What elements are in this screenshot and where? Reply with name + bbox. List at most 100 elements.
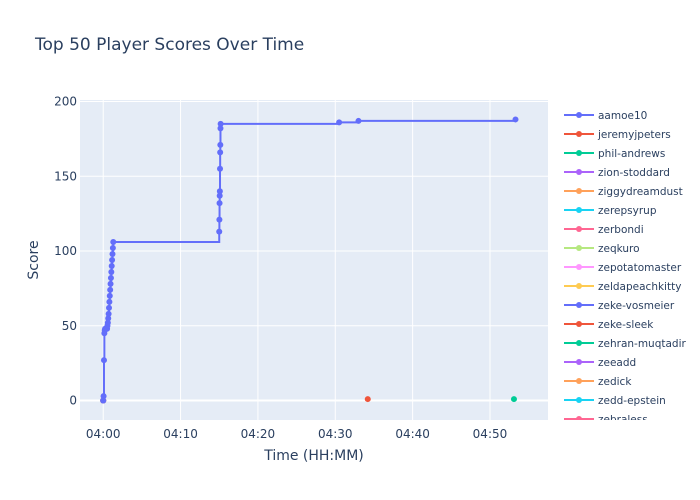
data-point <box>217 120 224 127</box>
series-layer <box>100 116 519 404</box>
data-point <box>217 141 224 148</box>
legend-label: zepotatomaster <box>598 262 682 274</box>
legend-label: zeke-vosmeier <box>598 300 675 312</box>
data-point <box>217 149 224 156</box>
legend-swatch-marker <box>576 302 582 308</box>
legend-swatch-marker <box>576 131 582 137</box>
legend-label: zeke-sleek <box>598 319 654 331</box>
legend-item[interactable]: zedick <box>564 376 632 388</box>
legend-swatch-marker <box>576 112 582 118</box>
legend-label: ziggydreamdust <box>598 186 683 198</box>
data-point <box>216 192 223 199</box>
data-point <box>106 304 113 311</box>
data-point <box>217 125 224 132</box>
data-point <box>106 298 113 305</box>
x-axis-label: Time (HH:MM) <box>263 448 364 464</box>
legend-swatch-marker <box>576 321 582 327</box>
y-tick-label: 200 <box>54 94 77 108</box>
legend-item[interactable]: zerbondi <box>564 224 644 236</box>
legend-item[interactable]: ziggydreamdust <box>564 186 683 198</box>
legend-label: jeremyjpeters <box>597 129 671 141</box>
data-point <box>109 251 116 258</box>
data-point <box>216 200 223 207</box>
legend-item[interactable]: zeke-sleek <box>564 319 654 331</box>
legend-swatch-marker <box>576 188 582 194</box>
legend-item[interactable]: zepotatomaster <box>564 262 682 274</box>
data-point <box>108 262 115 269</box>
data-point <box>216 216 223 223</box>
series-aamoe10 <box>100 116 519 404</box>
data-point <box>355 117 362 124</box>
data-point <box>216 228 223 235</box>
data-point <box>107 286 114 293</box>
data-point <box>105 315 112 322</box>
data-point <box>106 292 113 299</box>
legend-item[interactable]: zehran-muqtadir <box>564 338 687 350</box>
data-point <box>109 245 116 252</box>
legend-swatch-marker <box>576 283 582 289</box>
legend-label: zion-stoddard <box>598 167 670 179</box>
x-tick-label: 04:20 <box>241 427 276 441</box>
y-tick-label: 100 <box>54 244 77 258</box>
x-tick-label: 04:50 <box>473 427 508 441</box>
y-tick-label: 150 <box>54 169 77 183</box>
data-point <box>336 119 343 126</box>
legend-swatch-marker <box>576 416 582 420</box>
tick-labels: 04:00 04:10 04:20 04:30 04:40 04:50 0 50 100 150 2… <box>54 94 507 441</box>
data-point <box>217 165 224 172</box>
legend-label: aamoe10 <box>598 110 647 122</box>
legend-label: phil-andrews <box>598 148 665 160</box>
data-point <box>100 357 107 364</box>
legend-swatch-marker <box>576 207 582 213</box>
y-tick-label: 0 <box>69 394 77 408</box>
legend[interactable]: aamoe10 jeremyjpeters phil-andrews zion-sto… <box>564 110 687 426</box>
data-point <box>109 257 116 263</box>
data-point <box>512 116 519 123</box>
legend-item[interactable]: zeke-vosmeier <box>564 300 675 312</box>
legend-swatch-marker <box>576 226 582 232</box>
legend-swatch-marker <box>576 397 582 403</box>
legend-item[interactable]: zeqkuro <box>564 243 640 255</box>
legend-label: zeeadd <box>598 357 636 369</box>
data-point <box>364 396 371 403</box>
legend-label: zehran-muqtadir <box>598 338 687 350</box>
data-point <box>107 280 114 287</box>
y-axis-label: Score <box>26 240 42 279</box>
legend-label: zerbondi <box>598 224 644 236</box>
data-point <box>216 188 223 195</box>
legend-item[interactable]: zebraless <box>564 414 648 426</box>
series-phil-andrews <box>510 396 517 403</box>
legend-item[interactable]: jeremyjpeters <box>564 129 671 141</box>
legend-label: zedick <box>598 376 632 388</box>
data-point <box>105 310 112 317</box>
legend-swatch-marker <box>576 264 582 270</box>
y-tick-label: 50 <box>62 319 77 333</box>
data-point <box>108 268 115 275</box>
legend-swatch-marker <box>576 169 582 175</box>
data-point <box>100 393 107 400</box>
legend-label: zeldapeachkitty <box>598 281 681 293</box>
data-point <box>107 274 114 281</box>
legend-swatch-marker <box>576 340 582 346</box>
legend-label: zeqkuro <box>598 243 640 255</box>
legend-item[interactable]: zeeadd <box>564 357 636 369</box>
legend-item[interactable]: phil-andrews <box>564 148 665 160</box>
x-tick-label: 04:40 <box>395 427 430 441</box>
legend-item[interactable]: zion-stoddard <box>564 167 670 179</box>
data-point <box>510 396 517 403</box>
legend-swatch-marker <box>576 245 582 251</box>
legend-swatch-marker <box>576 378 582 384</box>
legend-label: zebraless <box>598 414 648 426</box>
grid <box>80 100 548 420</box>
legend-item[interactable]: zeldapeachkitty <box>564 281 681 293</box>
legend-label: zedd-epstein <box>598 395 666 407</box>
x-tick-label: 04:10 <box>163 427 198 441</box>
legend-item[interactable]: zerepsyrup <box>564 205 657 217</box>
x-tick-label: 04:30 <box>318 427 353 441</box>
legend-item[interactable]: zedd-epstein <box>564 395 666 407</box>
legend-item[interactable]: aamoe10 <box>564 110 647 122</box>
data-point <box>110 239 117 246</box>
x-tick-label: 04:00 <box>86 427 121 441</box>
legend-label: zerepsyrup <box>598 205 657 217</box>
